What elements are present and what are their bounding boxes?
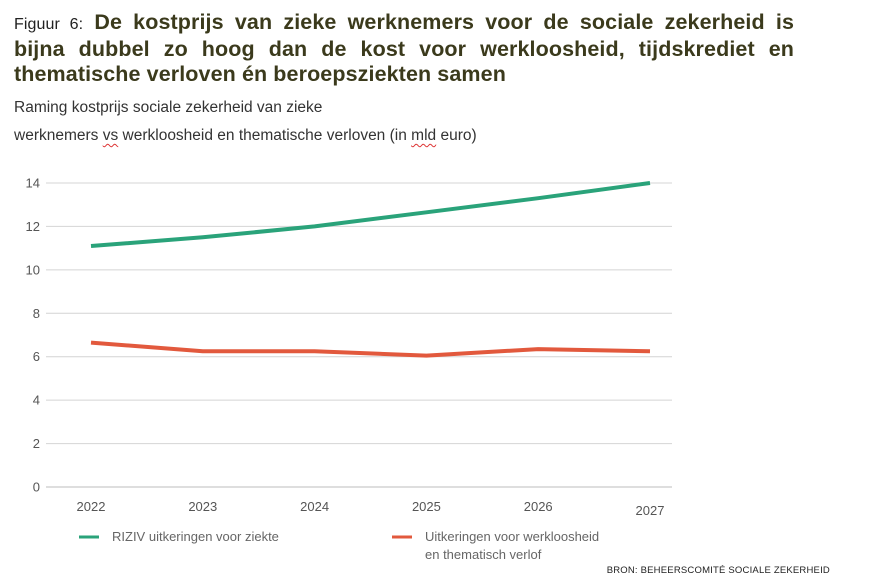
subtitle-part: werknemers: [14, 127, 103, 144]
legend-label: Uitkeringen voor werkloosheid: [425, 529, 599, 544]
y-tick-label: 4: [33, 393, 40, 408]
figure-number: Figuur 6:: [14, 16, 84, 33]
legend-label: RIZIV uitkeringen voor ziekte: [112, 529, 279, 544]
series-lines: [90, 181, 651, 358]
legend-label: en thematisch verlof: [425, 547, 542, 562]
y-tick-label: 6: [33, 349, 40, 364]
y-tick-label: 10: [26, 262, 40, 277]
legend: RIZIV uitkeringen voor ziekte Uitkeringen…: [79, 529, 599, 562]
series-line-1: [90, 181, 651, 248]
subtitle-part-mld: mld: [411, 127, 437, 144]
y-tick-label: 2: [33, 436, 40, 451]
y-tick-label: 0: [33, 480, 40, 495]
x-tick-label: 2024: [300, 499, 329, 514]
y-tick-label: 8: [33, 306, 40, 321]
y-tick-label: 14: [26, 176, 40, 191]
chart-subtitle-line-2: werknemers vs werkloosheid en thematisch…: [14, 127, 477, 145]
subtitle-part: euro): [436, 127, 477, 144]
chart-subtitle-line-1: Raming kostprijs sociale zekerheid van z…: [14, 99, 323, 116]
source-note: BRON: BEHEERSCOMITÉ SOCIALE ZEKERHEID: [606, 565, 830, 576]
subtitle-part: werkloosheid en thematische verloven (in: [118, 127, 412, 144]
y-axis-ticks: 0 2 4 6 8 10 12 14: [26, 176, 40, 495]
chart-title: De kostprijs van zieke werknemers voor d…: [14, 10, 795, 86]
x-tick-label: 2027: [636, 503, 665, 518]
subtitle-part-vs: vs: [102, 127, 119, 144]
figure-heading: Figuur 6: De kostprijs van zieke werknem…: [14, 10, 794, 87]
x-tick-label: 2025: [412, 499, 441, 514]
x-tick-label: 2023: [188, 499, 217, 514]
x-tick-label: 2022: [77, 499, 106, 514]
y-tick-label: 12: [26, 219, 40, 234]
x-tick-label: 2026: [524, 499, 553, 514]
x-axis-ticks: 2022 2023 2024 2025 2026 2027: [77, 499, 665, 518]
gridlines: [46, 182, 672, 488]
series-line-2: [90, 340, 651, 358]
